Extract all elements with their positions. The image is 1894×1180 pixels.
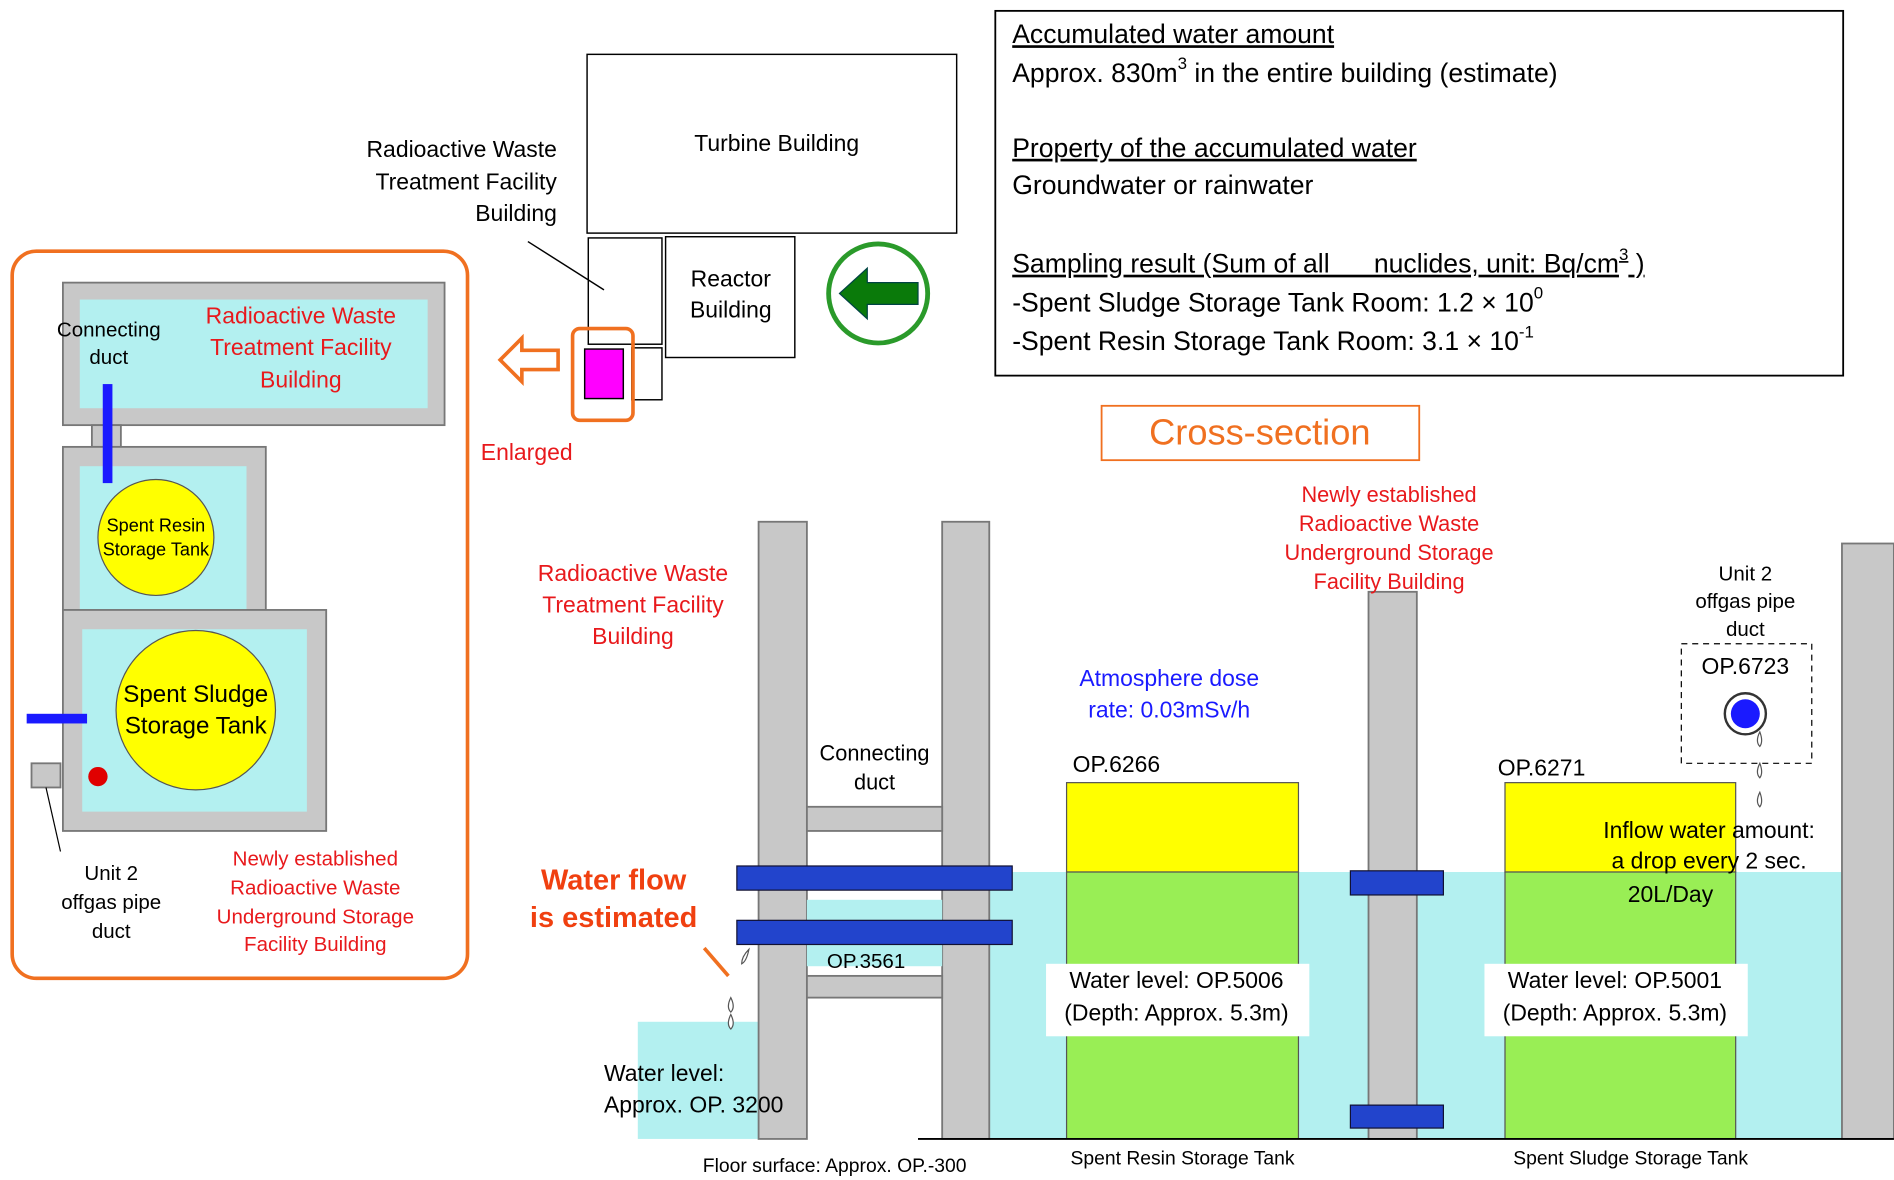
label: Enlarged	[481, 439, 573, 465]
title: Cross-section	[1149, 411, 1370, 452]
label: Connecting	[820, 741, 930, 766]
label: Radioactive Waste	[206, 303, 396, 329]
label: Storage Tank	[103, 540, 210, 560]
text: Approx. 830m	[1012, 58, 1177, 88]
label: OP.3561	[827, 950, 905, 973]
label: Storage Tank	[125, 712, 268, 739]
label: Building	[475, 200, 557, 226]
label: Treatment Facility	[375, 169, 557, 195]
label: duct	[1726, 618, 1765, 641]
text: in the entire building (estimate)	[1187, 58, 1558, 88]
text: Groundwater or rainwater	[1012, 170, 1313, 200]
label: OP.6266	[1073, 751, 1161, 777]
label: (Depth: Approx. 5.3m)	[1064, 1000, 1288, 1026]
label: Water level: OP.5006	[1069, 967, 1283, 993]
sup: 3	[1619, 246, 1628, 265]
label: Underground Storage	[1285, 540, 1494, 565]
label: Radioactive Waste	[1299, 511, 1479, 536]
label: Spent Sludge Storage Tank	[1513, 1149, 1748, 1170]
label: Inflow water amount:	[1603, 817, 1815, 843]
label: duct	[89, 346, 128, 369]
diagram: Accumulated water amount Approx. 830m3 i…	[0, 0, 1894, 1180]
label: Unit 2	[84, 862, 138, 885]
label: Facility Building	[1314, 569, 1465, 594]
label: Newly established	[233, 847, 398, 870]
info-box: Accumulated water amount Approx. 830m3 i…	[995, 11, 1843, 376]
sup: -1	[1519, 323, 1534, 342]
label: Spent Sludge	[123, 681, 268, 708]
label: (Depth: Approx. 5.3m)	[1503, 1000, 1727, 1026]
label: OP.6271	[1498, 754, 1586, 780]
label: offgas pipe	[61, 891, 161, 914]
text: Approx. 830m3 in the entire building (es…	[1012, 55, 1557, 88]
label: a drop every 2 sec.	[1612, 847, 1807, 873]
label: OP.6723	[1702, 653, 1790, 679]
heading: Property of the accumulated water	[1012, 133, 1417, 163]
label: is estimated	[530, 902, 697, 934]
label: Turbine Building	[694, 130, 859, 156]
label: duct	[92, 920, 131, 943]
label: Underground Storage	[217, 905, 414, 928]
label: Building	[592, 623, 674, 649]
label: Newly established	[1301, 482, 1476, 507]
plan-shapes	[500, 54, 957, 420]
label: Floor surface: Approx. OP.-300	[703, 1156, 967, 1177]
sup: 0	[1534, 284, 1543, 303]
label: Unit 2	[1719, 562, 1773, 585]
label: Spent Resin Storage Tank	[1071, 1149, 1295, 1170]
text: -Spent Sludge Storage Tank Room: 1.2 × 1…	[1012, 284, 1543, 317]
label: Radioactive Waste	[366, 136, 556, 162]
label: duct	[854, 770, 895, 795]
label: Spent Resin	[107, 515, 206, 535]
label: Radioactive Waste	[230, 876, 400, 899]
label: Treatment Facility	[210, 334, 392, 360]
label: Connecting	[57, 318, 161, 341]
text: -Spent Sludge Storage Tank Room: 1.2 × 1…	[1012, 287, 1534, 317]
label: Reactor	[691, 265, 772, 291]
label: 20L/Day	[1628, 881, 1714, 907]
text: )	[1628, 249, 1644, 279]
label: Building	[690, 297, 772, 323]
heading: Accumulated water amount	[1012, 19, 1334, 49]
text: Sampling result (Sum of all nuclides, un…	[1012, 249, 1619, 279]
text: -Spent Resin Storage Tank Room: 3.1 × 10	[1012, 326, 1519, 356]
label: Atmosphere dose	[1079, 665, 1259, 691]
heading: Sampling result (Sum of all nuclides, un…	[1012, 246, 1644, 279]
label: rate: 0.03mSv/h	[1088, 696, 1250, 722]
label: Water flow	[541, 864, 687, 896]
label: Facility Building	[244, 933, 387, 956]
label: offgas pipe	[1695, 590, 1795, 613]
label: Approx. OP. 3200	[604, 1091, 783, 1117]
label: Water level: OP.5001	[1508, 967, 1722, 993]
sup: 3	[1178, 55, 1187, 74]
label: Radioactive Waste	[538, 560, 728, 586]
label: Water level:	[604, 1060, 724, 1086]
label: Building	[260, 367, 342, 393]
text: -Spent Resin Storage Tank Room: 3.1 × 10…	[1012, 323, 1534, 356]
label: Treatment Facility	[542, 591, 724, 617]
